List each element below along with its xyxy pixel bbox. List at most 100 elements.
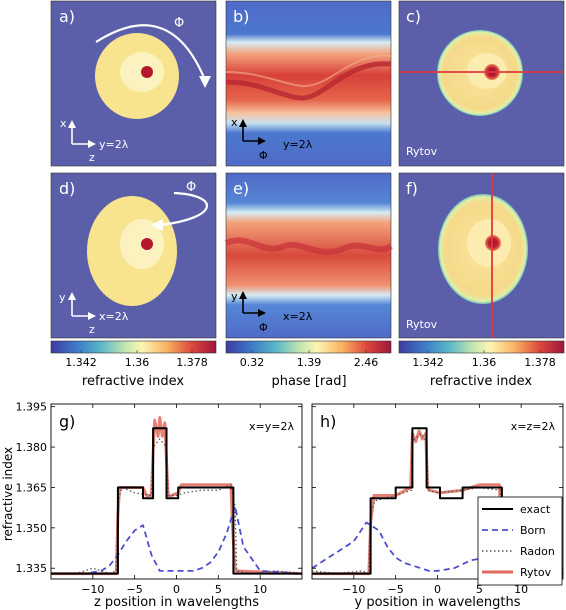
- panel-c: c) Rytov: [398, 0, 565, 167]
- panel-d: d) Φ y z x=2λ: [50, 172, 217, 339]
- colorbar-tick: 1.378: [524, 356, 556, 369]
- slice-annotation: x=y=2λ: [249, 420, 294, 433]
- panel-label: d): [59, 179, 75, 198]
- axis-label-horizontal: z: [89, 151, 95, 164]
- y-tick-label: 1.395: [16, 401, 48, 414]
- y-tick-label: 1.365: [16, 481, 48, 494]
- axis-label-vertical: y: [59, 291, 66, 304]
- axis-arrow-head-icon: [68, 120, 76, 128]
- x-tick-label: 0: [173, 583, 180, 596]
- x-tick-label: 5: [476, 583, 483, 596]
- x-tick-label: 5: [215, 583, 222, 596]
- colorbar-label: refractive index: [82, 374, 184, 389]
- rotation-symbol: Φ: [174, 16, 184, 31]
- colorbar-tick: 1.36: [125, 356, 150, 369]
- legend: exact Born Radon Rytov: [477, 496, 563, 586]
- slice-caption: y=2λ: [283, 138, 313, 151]
- axis-label-vertical: y: [231, 290, 238, 303]
- panel-f: f) Rytov: [398, 172, 565, 339]
- panel-label: f): [406, 179, 418, 198]
- panel-label: h): [320, 412, 336, 431]
- colorbar-gradient: [50, 340, 217, 354]
- series-line-exact: [312, 427, 563, 575]
- axis-label-vertical: x: [231, 116, 238, 129]
- axis-arrow-head-icon: [88, 140, 96, 148]
- nucleolus: [141, 238, 153, 250]
- colorbar-middle: 0.32 1.39 2.46 phase [rad]: [225, 340, 392, 389]
- axis-label-horizontal: Φ: [259, 149, 268, 162]
- rotation-arrow: [95, 24, 207, 81]
- plot-g: −10 −5 0 5 10 1.335 1.350 1.365 1.380 1.395 g) x=y=…: [16, 401, 303, 610]
- series-line-born: [51, 505, 302, 575]
- panel-label: e): [233, 179, 249, 198]
- legend-entry: Radon: [520, 545, 555, 558]
- phase-wave-edge: [225, 54, 392, 88]
- plot-h: −10 −5 0 5 10 h) x=z=2λ y position in wavelengt…: [311, 403, 564, 610]
- colorbar-label: refractive index: [430, 374, 532, 389]
- axis-label-vertical: x: [60, 117, 67, 130]
- series-line-radon: [51, 438, 302, 575]
- rotation-arrow: [159, 191, 208, 227]
- y-tick-label: 1.350: [16, 522, 48, 535]
- colorbar-right: 1.342 1.36 1.378 refractive index: [398, 340, 565, 389]
- rotation-symbol: Φ: [186, 180, 196, 195]
- x-tick-label: −5: [388, 583, 404, 596]
- phase-wave: [225, 61, 392, 101]
- y-axis-label: refractive index: [1, 447, 15, 541]
- axis-arrow-head-icon: [88, 312, 96, 320]
- colorbar-tick: 2.46: [354, 356, 379, 369]
- reconstruction-nucleolus: [485, 235, 501, 251]
- x-tick-label: −10: [342, 583, 365, 596]
- axis-label-horizontal: z: [89, 323, 95, 336]
- x-tick-label: 10: [514, 583, 528, 596]
- panel-b: b) x Φ y=2λ: [225, 0, 392, 167]
- legend-entry: Rytov: [520, 566, 552, 579]
- colorbar-label: phase [rad]: [271, 374, 346, 389]
- colorbar-tick: 1.39: [297, 356, 322, 369]
- colorbar-gradient: [398, 340, 565, 354]
- y-tick-label: 1.380: [16, 441, 48, 454]
- axis-arrow-head-icon: [258, 309, 266, 317]
- axis-arrow-head-icon: [239, 291, 247, 299]
- colorbar-tick: 1.342: [412, 356, 444, 369]
- axis-arrow-head-icon: [68, 292, 76, 300]
- colorbar-tick: 1.378: [176, 356, 208, 369]
- axis-arrow-head-icon: [258, 137, 266, 145]
- colorbar-tick: 0.32: [240, 356, 265, 369]
- phase-sinogram: [225, 172, 392, 339]
- series-line-rytov: [312, 429, 563, 576]
- panel-label: c): [406, 7, 421, 26]
- x-tick-label: −10: [81, 583, 104, 596]
- x-axis-label: z position in wavelengths: [94, 595, 259, 610]
- axis-arrow-head-icon: [239, 119, 247, 127]
- method-caption: Rytov: [406, 318, 438, 331]
- slice-caption: y=2λ: [99, 138, 129, 151]
- legend-box: [477, 496, 563, 586]
- panel-label: g): [59, 412, 75, 431]
- colorbar-tick: 1.342: [65, 356, 97, 369]
- colorbar-tick: 1.36: [472, 356, 497, 369]
- legend-entry: exact: [520, 503, 551, 516]
- rotation-arrow-head-icon: [151, 219, 163, 231]
- panel-label: a): [59, 7, 75, 26]
- slice-caption: x=2λ: [99, 310, 129, 323]
- nucleolus: [141, 66, 153, 78]
- panel-e: e) y Φ x=2λ: [224, 172, 393, 339]
- method-caption: Rytov: [406, 145, 438, 158]
- colorbar-gradient: [225, 340, 392, 354]
- x-tick-label: −5: [127, 583, 143, 596]
- legend-entry: Born: [520, 524, 546, 537]
- axis-label-horizontal: Φ: [259, 321, 268, 334]
- series-line-exact: [51, 427, 302, 575]
- panel-label: b): [233, 7, 249, 26]
- colorbar-left: 1.342 1.36 1.378 refractive index: [50, 340, 217, 389]
- phase-wave: [224, 237, 393, 255]
- panel-a: a) Φ x z y=2λ: [50, 0, 217, 167]
- slice-caption: x=2λ: [283, 310, 313, 323]
- x-tick-label: 0: [434, 583, 441, 596]
- x-axis-label: y position in wavelengths: [355, 595, 521, 610]
- x-tick-label: 10: [253, 583, 267, 596]
- slice-annotation: x=z=2λ: [511, 420, 556, 433]
- y-tick-label: 1.335: [16, 562, 48, 575]
